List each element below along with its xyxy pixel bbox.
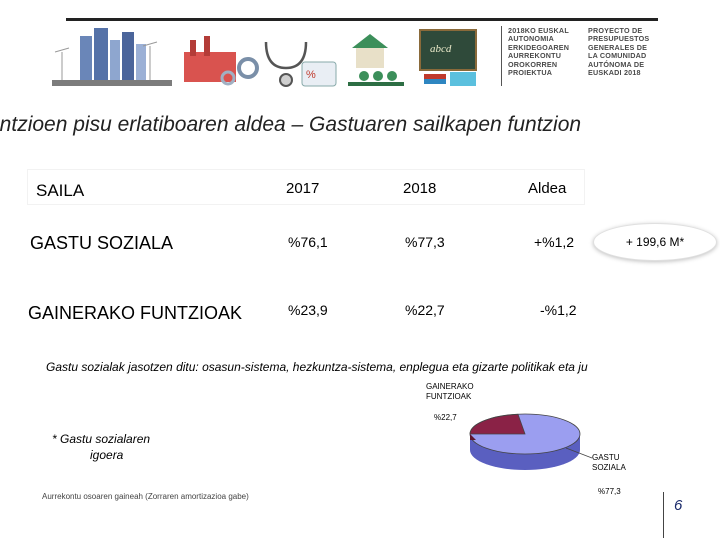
col-2017: 2017 [286, 180, 320, 197]
row-label-gastu: GASTU SOZIALA [30, 233, 174, 253]
pie-slice-gainerako [469, 413, 526, 435]
header-divider [501, 26, 502, 86]
svg-text:abcd: abcd [430, 43, 452, 55]
table-header-band [28, 170, 584, 204]
page-number: 6 [674, 497, 683, 514]
city-skyline-icon [52, 28, 172, 86]
footer-note: Aurrekontu osoaren gaineah (Zorraren amo… [42, 492, 249, 501]
pie-leader-gastu [565, 447, 593, 459]
col-2018: 2018 [403, 180, 437, 197]
col-aldea: Aldea [528, 180, 567, 197]
svg-text:%: % [306, 69, 316, 81]
banner-illustration: % abcd [52, 22, 492, 96]
cell-gainerako-2018: %22,7 [405, 302, 445, 318]
cell-gainerako-aldea: -%1,2 [540, 302, 577, 318]
cell-gastu-aldea: +%1,2 [534, 234, 575, 250]
page-number-divider [663, 492, 664, 538]
school-icon [348, 34, 404, 86]
cell-gastu-2017: %76,1 [288, 234, 328, 250]
cell-gastu-2018: %77,3 [405, 234, 445, 250]
pie-value-gainerako: %22,7 [434, 413, 457, 422]
cell-gainerako-2017: %23,9 [288, 302, 328, 318]
col-saila: SAILA [36, 181, 85, 200]
pie-value-gastu: %77,3 [598, 487, 621, 496]
pie-chart [469, 413, 593, 470]
header-spanish: PROYECTO DE PRESUPUESTOS GENERALES DE LA C… [588, 26, 650, 78]
pie-label-gainerako: GAINERAKO FUNTZIOAK [426, 382, 474, 401]
header-basque: 2018KO EUSKAL AUTONOMIA ERKIDEGOAREN AURRE… [508, 26, 570, 78]
social-spending-note: Gastu sozialak jasotzen ditu: osasun-sis… [46, 360, 588, 374]
health-stethoscope-icon: % [264, 41, 337, 87]
pie-slice-gainerako-side [470, 434, 476, 440]
asterisk-note: * Gastu sozialaren igoera [52, 432, 151, 462]
top-rule [66, 18, 658, 21]
row-label-gainerako: GAINERAKO FUNTZIOAK [28, 303, 243, 323]
blackboard-icon: abcd [419, 29, 477, 86]
pie-label-gastu: GASTU SOZIALA [592, 453, 626, 472]
factory-icon [184, 36, 259, 86]
increase-badge: + 199,6 M* [593, 223, 717, 261]
slide-title: untzioen pisu erlatiboaren aldea – Gastu… [0, 113, 582, 136]
